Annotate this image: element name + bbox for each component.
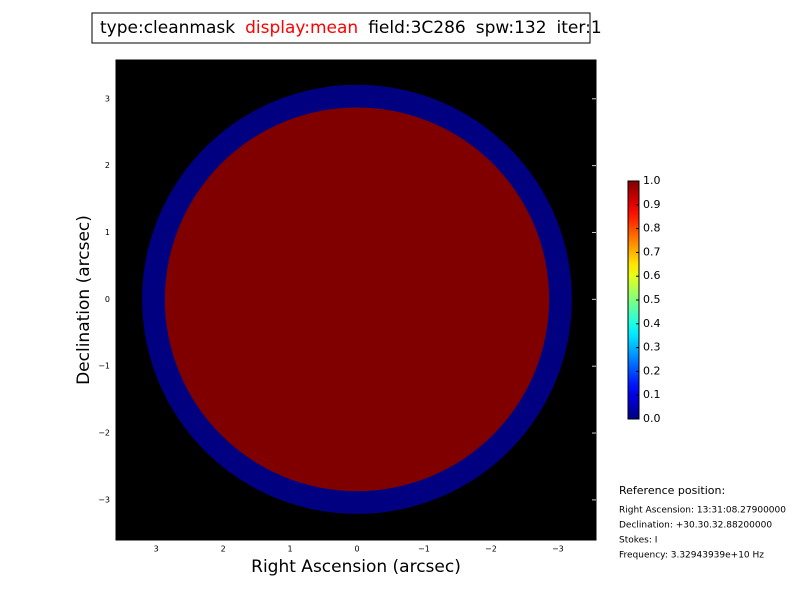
colorbar-tick-label: 0.2 [643, 364, 661, 377]
y-tick-label: 1 [105, 228, 110, 237]
colorbar-tick-label: 0.0 [643, 412, 661, 425]
x-tick-label: 2 [221, 545, 226, 554]
colorbar-tick-label: 0.9 [643, 198, 661, 211]
colorbar-tick-label: 1.0 [643, 174, 661, 187]
x-axis-label: Right Ascension (arcsec) [251, 557, 461, 577]
title-part: display:mean [245, 18, 358, 38]
y-tick-label: 3 [105, 94, 110, 103]
x-tick-label: 3 [154, 545, 159, 554]
colorbar-tick-label: 0.6 [643, 269, 661, 282]
chart-title: type:cleanmask display:mean field:3C286 spw… [100, 18, 602, 38]
x-tick-label: −1 [418, 545, 430, 554]
reference-line: Frequency: 3.32943939e+10 Hz [619, 551, 764, 561]
y-tick-label: 0 [105, 295, 110, 304]
reference-line: Stokes: I [619, 536, 657, 546]
y-tick-label: −1 [98, 362, 110, 371]
title-part: type:cleanmask [100, 18, 235, 38]
reference-line: Right Ascension: 13:31:08.27900000 [619, 506, 786, 516]
x-tick-label: 0 [354, 545, 359, 554]
colorbar-tick-label: 0.5 [643, 293, 661, 306]
title-part: field:3C286 [368, 18, 466, 38]
title-part: spw:132 [476, 18, 547, 38]
axes-frame [115, 59, 597, 541]
y-tick-label: −3 [98, 495, 110, 504]
y-axis-label: Declination (arcsec) [74, 215, 94, 385]
y-tick-label: 2 [105, 161, 110, 170]
reference-line: Declination: +30.30.32.88200000 [619, 521, 772, 531]
colorbar-tick-label: 0.7 [643, 245, 661, 258]
colorbar-tick-label: 0.4 [643, 317, 661, 330]
colorbar-tick-label: 0.1 [643, 388, 661, 401]
x-tick-label: −2 [485, 545, 497, 554]
colorbar-tick-label: 0.3 [643, 341, 661, 354]
reference-title: Reference position: [619, 484, 725, 497]
x-tick-label: −3 [552, 545, 564, 554]
colorbar-tick-label: 0.8 [643, 222, 661, 235]
mask-disk [164, 107, 550, 492]
title-box [91, 12, 591, 44]
plot-area [116, 60, 596, 540]
y-tick-label: −2 [98, 429, 110, 438]
x-tick-label: 1 [288, 545, 293, 554]
title-part: iter:1 [557, 18, 602, 38]
